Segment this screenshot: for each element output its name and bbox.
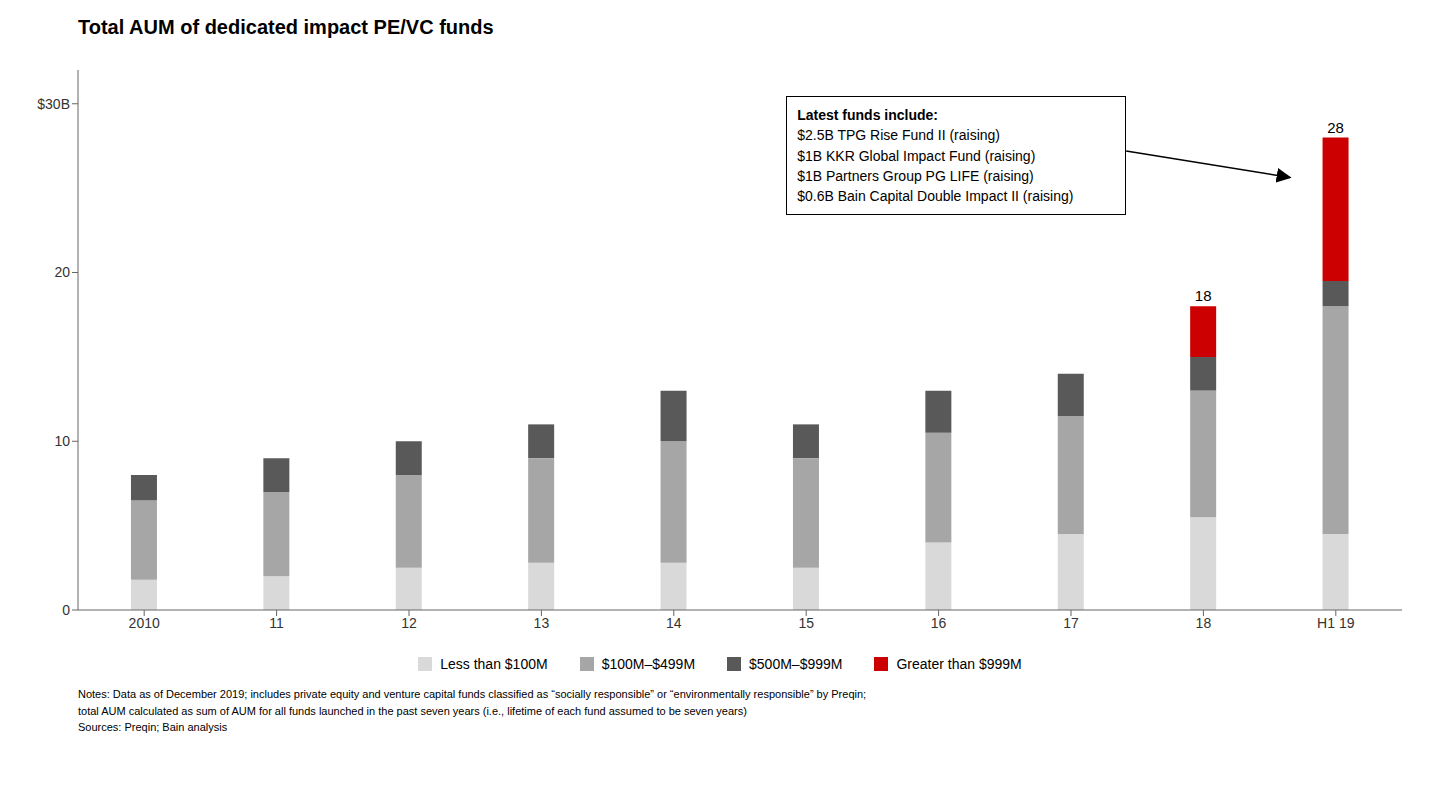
svg-text:18: 18 [1195, 287, 1212, 304]
svg-text:$30B: $30B [37, 96, 70, 112]
html-text:$500M–$999M: $500M–$999M [749, 656, 843, 672]
html-text:total AUM calculated as sum of: total AUM calculated as sum of AUM for a… [78, 704, 747, 717]
html-text:$1B Partners Group PG LIFE (ra: $1B Partners Group PG LIFE (raising) [797, 167, 1034, 184]
html-text:$1B KKR Global Impact Fund (ra: $1B KKR Global Impact Fund (raising) [797, 147, 1036, 164]
html-text:Greater than $999M: Greater than $999M [896, 656, 1022, 672]
svg-text:2010: 2010 [129, 615, 160, 631]
html-text:$100M–$499M: $100M–$499M [601, 656, 695, 672]
svg-text:13: 13 [534, 615, 550, 631]
svg-text:0: 0 [62, 602, 70, 618]
svg-text:11: 11 [269, 615, 284, 631]
html-text:Less than $100M: Less than $100M [440, 656, 548, 672]
svg-text:20: 20 [54, 264, 70, 280]
html-text:Latest funds include:: Latest funds include: [797, 107, 938, 123]
html-text:Total AUM of dedicated impact: Total AUM of dedicated impact PE/VC fund… [78, 16, 494, 38]
svg-text:14: 14 [666, 615, 682, 631]
html-text:$0.6B Bain Capital Double Impa: $0.6B Bain Capital Double Impact II (rai… [797, 188, 1074, 205]
svg-text:H1 19: H1 19 [1317, 615, 1355, 631]
svg-text:16: 16 [931, 615, 947, 631]
html-text:Sources: Preqin; Bain analysis: Sources: Preqin; Bain analysis [78, 721, 228, 733]
svg-text:28: 28 [1327, 119, 1344, 136]
svg-text:17: 17 [1063, 615, 1079, 631]
svg-text:15: 15 [798, 615, 814, 631]
html-text:$2.5B TPG Rise Fund II (raisin: $2.5B TPG Rise Fund II (raising) [797, 127, 1000, 144]
svg-text:10: 10 [54, 433, 70, 449]
html-text:Notes: Data as of December 201: Notes: Data as of December 2019; include… [78, 688, 867, 700]
svg-text:12: 12 [401, 615, 417, 631]
svg-text:18: 18 [1196, 615, 1212, 631]
